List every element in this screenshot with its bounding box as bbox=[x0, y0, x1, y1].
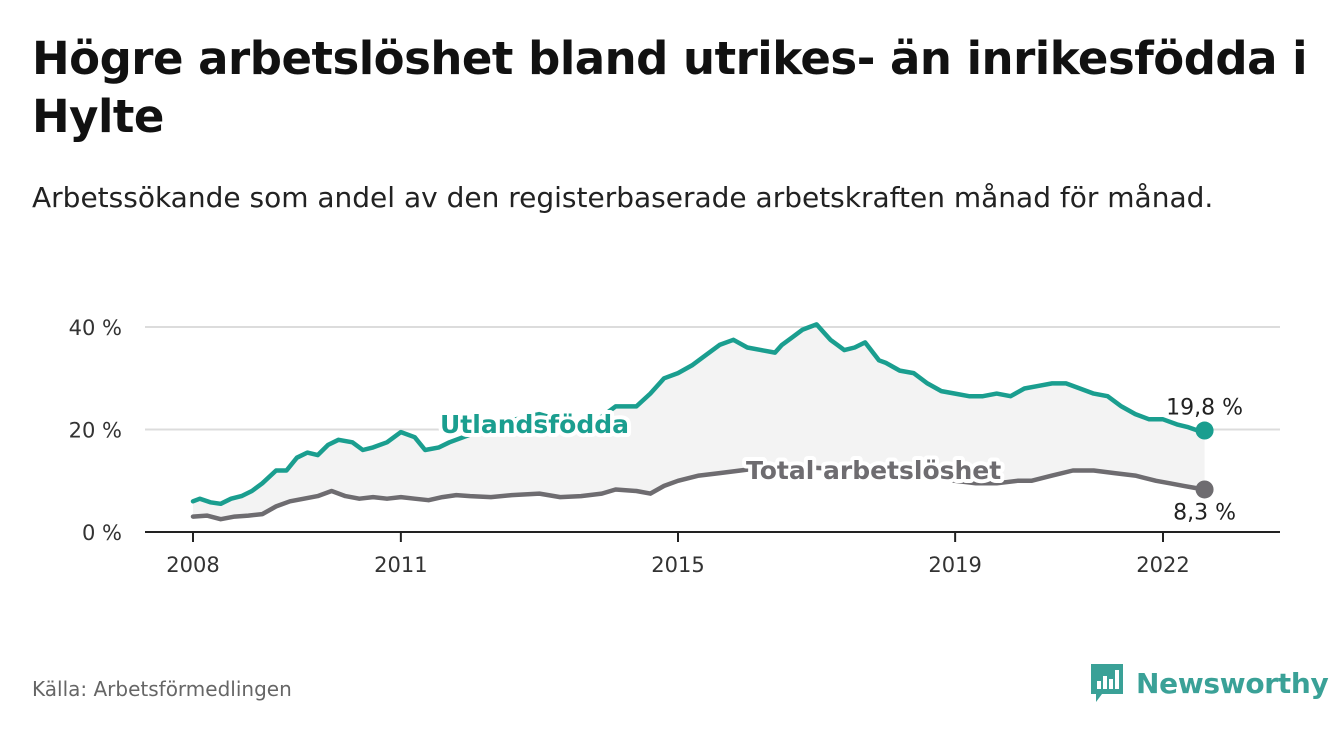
brand-logo[interactable]: Newsworthy bbox=[1088, 660, 1329, 706]
x-tick-label: 2008 bbox=[166, 553, 219, 577]
x-axis: 2008 2011 2015 2019 2022 bbox=[145, 531, 1280, 577]
range-band bbox=[193, 324, 1205, 520]
y-tick-label: 40 % bbox=[69, 316, 122, 340]
x-tick-label: 2015 bbox=[651, 553, 704, 577]
x-tick-label: 2022 bbox=[1136, 553, 1189, 577]
series-label-total: Total arbetslöshet bbox=[746, 456, 1001, 485]
end-label-total: 8,3 % bbox=[1173, 500, 1236, 525]
brand-name: Newsworthy bbox=[1136, 666, 1329, 700]
series-labels: Utlandsfödda Total arbetslöshet 19,8 % 8,3 … bbox=[436, 393, 1246, 529]
chart-title: Högre arbetslöshet bland utrikes- än inr… bbox=[32, 32, 1308, 143]
end-point-utlandsfodda bbox=[1195, 421, 1214, 440]
y-axis-ticks: 0 % 20 % 40 % bbox=[69, 316, 122, 545]
series-line-utlandsfodda bbox=[190, 322, 1207, 507]
y-tick-label: 20 % bbox=[69, 419, 122, 443]
x-tick-label: 2019 bbox=[928, 553, 981, 577]
x-tick-label: 2011 bbox=[374, 553, 427, 577]
source-note: Källa: Arbetsförmedlingen bbox=[32, 677, 292, 701]
bar-chart-icon bbox=[1091, 664, 1123, 702]
end-point-total bbox=[1195, 480, 1214, 499]
series-label-utlandsfodda: Utlandsfödda bbox=[440, 410, 629, 439]
end-label-utlandsfodda: 19,8 % bbox=[1166, 396, 1243, 421]
chart-subtitle: Arbetssökande som andel av den registerb… bbox=[32, 181, 1214, 214]
y-tick-label: 0 % bbox=[82, 521, 122, 545]
series-line-total bbox=[190, 464, 1207, 522]
series-lines bbox=[190, 322, 1214, 522]
